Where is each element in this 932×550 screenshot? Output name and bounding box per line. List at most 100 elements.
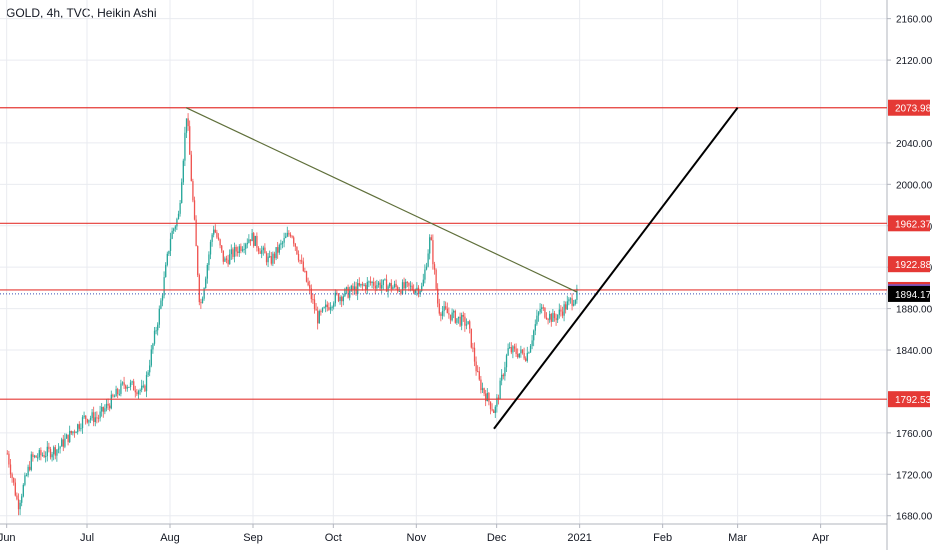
candle-down [232,249,234,257]
candle-up [262,247,264,251]
candle-up [19,502,21,510]
candle-down [302,261,304,272]
candle-down [123,382,125,386]
candle-up [558,309,560,315]
candle-up [69,430,71,443]
candle-up [409,285,412,287]
candle-down [62,439,64,447]
candle-up [160,300,162,309]
candle-down [294,243,296,247]
candle-up [353,286,356,291]
candle-up [174,226,176,229]
candle-down [483,388,485,394]
candle-up [342,296,344,302]
candle-down [193,200,196,220]
candle-up [56,449,58,456]
candle-up [331,306,333,308]
candle-down [510,347,512,353]
candle-down [133,381,135,391]
candle-down [317,310,319,324]
candle-down [550,313,552,322]
x-tick-label: Oct [325,532,342,544]
candle-down [237,251,239,254]
candle-down [49,448,52,458]
candle-down [219,239,221,246]
x-tick-label: Jun [0,532,16,544]
candle-down [29,466,31,470]
candle-down [14,482,16,496]
price-tag [888,391,930,408]
candle-up [392,287,394,290]
candle-down [400,290,402,294]
candle-down [347,287,349,298]
candle-up [171,230,173,239]
candle-down [221,245,223,251]
candle-down [430,237,432,241]
candle-down [433,264,436,270]
candle-up [323,307,325,309]
candle-down [6,453,8,455]
candle-up [371,282,373,284]
candle-down [9,464,12,475]
candle-down [309,285,311,289]
candle-down [417,287,420,295]
candle-up [150,349,152,366]
candle-up [381,285,383,289]
candle-down [288,232,290,235]
trendline-descending[interactable] [185,107,578,293]
price-tag-label: 1894.17 [895,290,932,301]
candle-down [86,419,88,423]
candle-down [469,321,471,329]
candle-up [368,281,370,283]
candle-down [408,282,410,286]
y-tick-label: 2160.00 [896,15,932,26]
candle-down [315,309,317,311]
price-tag [888,285,930,302]
candle-up [518,353,520,358]
price-tag [888,99,930,116]
candle-up [486,393,488,402]
candle-up [427,253,429,267]
price-tag-label: 1792.53 [895,395,932,406]
y-tick-label: 1880.00 [896,305,932,316]
candle-up [110,394,112,409]
candle-up [344,289,346,297]
candle-down [117,388,119,394]
candle-down [406,281,408,283]
candle-down [459,316,461,326]
candle-down [397,286,399,292]
candle-up [267,256,269,263]
candle-up [59,446,61,449]
candle-up [245,244,247,249]
candle-down [305,271,308,282]
candle-up [141,385,143,390]
candle-up [208,254,210,265]
candle-up [173,228,175,231]
candle-down [85,415,87,420]
y-tick-label: 1680.00 [896,512,932,523]
candle-up [528,352,530,354]
candle-down [35,455,37,458]
candle-up [184,132,186,161]
candle-down [136,392,138,395]
x-tick-label: Nov [407,532,427,544]
candle-up [451,312,453,321]
candle-down [454,310,456,323]
candle-down [13,477,15,483]
candle-down [361,283,364,286]
candle-up [241,249,244,251]
candle-up [161,295,164,301]
candle-down [403,282,405,289]
candle-down [560,309,562,312]
price-tag-label: 2073.98 [895,104,932,115]
trendline-ascending[interactable] [493,107,739,430]
candle-down [358,283,360,286]
candle-down [473,347,476,362]
candle-up [269,256,271,258]
candle-down [320,311,322,313]
candle-down [553,313,556,319]
candle-up [569,298,572,300]
candle-up [152,343,154,350]
candle-up [398,290,400,292]
